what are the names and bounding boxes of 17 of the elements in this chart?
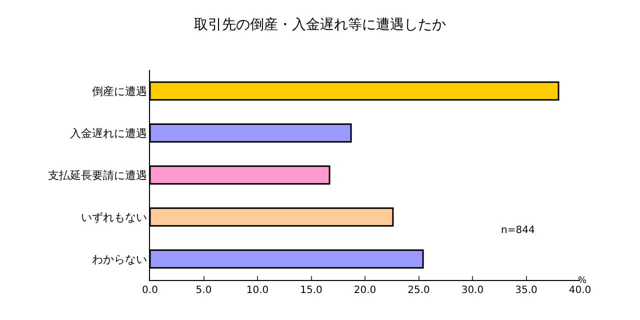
x-tick-label: 35.0 (515, 285, 538, 296)
y-tick-label: わからない (92, 252, 147, 266)
x-tick-label: 15.0 (300, 285, 322, 296)
x-axis-title: % (578, 276, 587, 286)
y-tick-label: 倒産に遭遇 (92, 84, 147, 98)
x-tick-label: 0.0 (142, 285, 158, 296)
y-tick-label: 支払延長要請に遭遇 (48, 168, 147, 182)
x-tick-label: 25.0 (408, 285, 430, 296)
y-tick-label: 入金遅れに遭遇 (70, 126, 147, 140)
x-tick-label: 30.0 (461, 285, 484, 296)
x-tick-label: 20.0 (354, 285, 376, 296)
x-tick-label: 5.0 (196, 285, 212, 296)
annotation: n=844 (501, 225, 535, 236)
y-tick-label: いずれもない (80, 210, 147, 224)
chart-title: 取引先の倒産・入金遅れ等に遭遇したか (194, 17, 446, 33)
x-tick-label: 40.0 (568, 285, 592, 296)
x-tick-label: 10.0 (246, 285, 269, 296)
